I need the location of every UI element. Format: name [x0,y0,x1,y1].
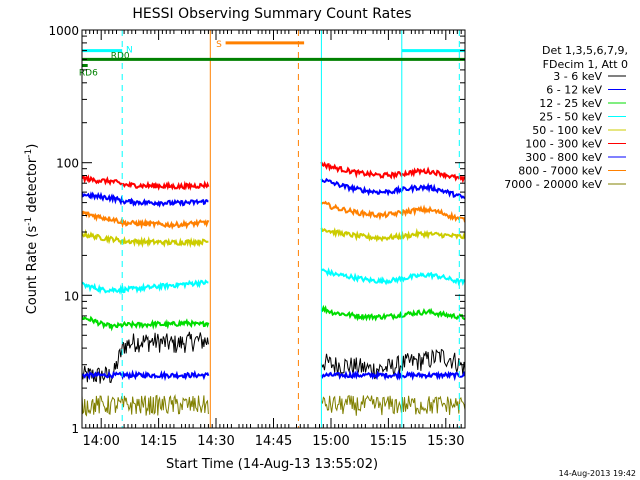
state-label-s: S [216,40,222,50]
chart-title: HESSI Observing Summary Count Rates [132,6,411,22]
y-axis-label-sup2: -1 [24,149,34,158]
x-tick-label: 15:00 [312,434,349,449]
y-axis-label-sup1: -1 [24,217,34,226]
x-axis-label: Start Time (14-Aug-13 13:55:02) [166,457,378,472]
footer-timestamp: 14-Aug-2013 19:42 [559,469,636,478]
x-axis: 14:00 14:15 14:30 14:45 15:00 15:15 15:30 [82,30,465,449]
series-line-3-1 [320,267,465,287]
y-tick-label: 100 [56,157,79,171]
state-label-rd6: RD6 [79,69,98,79]
series-line-3-0 [82,279,209,295]
y-axis-label-mid: detector [25,157,40,217]
data-layer [82,161,465,417]
x-tick-label: 14:30 [197,434,234,449]
y-tick-label: 1000 [48,24,79,38]
x-tick-label: 14:00 [82,434,119,449]
series-line-0-0 [82,331,209,384]
series-line-2-0 [82,315,210,332]
x-tick-label: 14:45 [255,434,292,449]
legend-label-0: 3 - 6 keV [553,70,602,83]
legend-label-1: 6 - 12 keV [546,84,602,97]
plot-frame [81,29,466,429]
series-line-7-0 [82,210,210,230]
x-tick-label: 15:15 [370,434,407,449]
series-line-8-1 [320,394,465,416]
legend-label-5: 100 - 300 keV [525,138,602,151]
legend-label-8: 7000 - 20000 keV [504,178,602,191]
series-line-0-1 [320,348,465,380]
y-tick-label: 1 [71,422,79,436]
series-line-1-1 [320,369,465,382]
legend-label-7: 800 - 7000 keV [518,165,602,178]
legend-label-6: 300 - 800 keV [525,151,602,164]
series-line-1-0 [82,369,210,382]
series-line-6-0 [82,191,209,208]
series-line-2-1 [320,304,465,322]
state-label-rd0: RD0 [111,51,130,61]
series-line-5-0 [82,174,210,191]
state-bars: N S RD0 RD6 [79,40,465,79]
series-line-8-0 [82,393,209,417]
legend: Det 1,3,5,6,7,9, FDecim 1, Att 0 3 - 6 k… [504,44,628,191]
state-label-n: N [126,46,133,56]
y-axis: 1 10 100 1000 [48,24,465,436]
x-tick-label: 15:30 [427,434,464,449]
legend-header-line-2: FDecim 1, Att 0 [543,58,628,71]
series-line-5-1 [320,161,465,184]
y-axis-label: Count Rate (s-1 detector-1) [24,144,40,315]
legend-label-4: 50 - 100 keV [532,124,602,137]
x-tick-label: 14:15 [140,434,177,449]
legend-label-2: 12 - 25 keV [539,97,602,110]
series-line-4-1 [320,227,465,243]
series-line-4-0 [82,228,209,249]
legend-header-line-1: Det 1,3,5,6,7,9, [542,44,628,57]
series-line-6-1 [320,177,465,200]
y-tick-label: 10 [64,289,79,303]
y-axis-label-main: Count Rate (s [25,226,40,315]
series-line-7-1 [320,200,465,223]
legend-label-3: 25 - 50 keV [539,111,602,124]
y-axis-label-end: ) [25,144,40,149]
